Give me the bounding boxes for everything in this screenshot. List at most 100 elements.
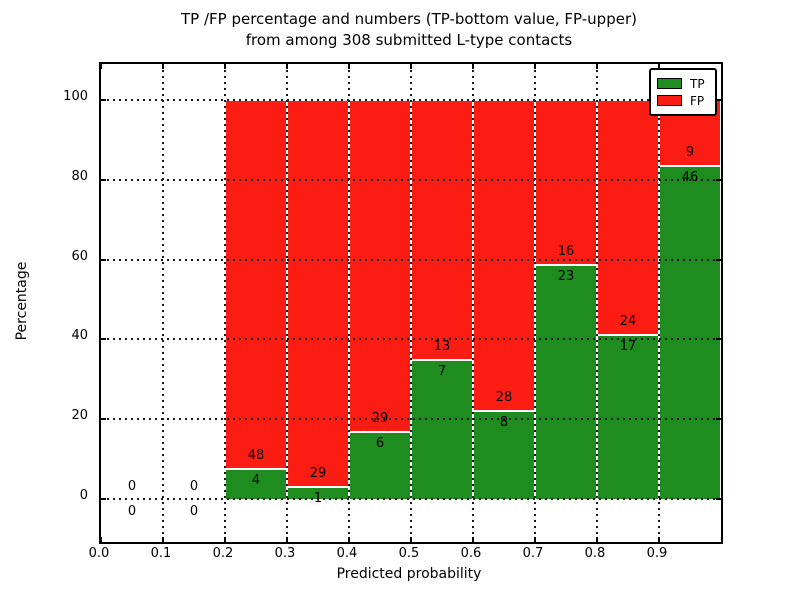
bar-tp-segment [598,334,658,499]
x-tick [534,537,536,542]
y-gridline [410,64,412,542]
y-tick [101,338,106,340]
bar [473,100,535,499]
x-tick [472,537,474,542]
y-tick [101,179,106,181]
bar-tp-segment [288,486,348,499]
bar [597,100,659,499]
x-tick-label: 0.3 [274,546,296,561]
x-tick-top [658,64,660,69]
x-tick [286,537,288,542]
x-gridline [101,259,721,261]
x-tick-label: 0.9 [646,546,668,561]
fp-count-label: 24 [619,314,637,329]
y-tick-right [716,179,721,181]
x-tick-label: 0.0 [88,546,110,561]
bar [225,100,287,499]
legend-swatch-tp [657,78,682,89]
x-tick [596,537,598,542]
tp-count-label: 46 [681,170,699,185]
y-tick-right [716,338,721,340]
x-tick-top [224,64,226,69]
x-gridline [101,99,721,101]
x-tick [162,537,164,542]
y-tick-label: 60 [71,249,88,264]
x-tick [224,537,226,542]
bar-tp-segment [474,410,534,499]
bar [411,100,473,499]
legend-swatch-fp [657,95,682,106]
legend-label-tp: TP [690,76,705,91]
bar-tp-segment [412,359,472,499]
bar [659,100,721,499]
x-tick [410,537,412,542]
y-gridline [596,64,598,542]
x-tick-label: 0.1 [150,546,172,561]
y-tick-label: 20 [71,408,88,423]
y-tick-right [716,259,721,261]
x-tick-label: 0.5 [398,546,420,561]
y-gridline [472,64,474,542]
x-tick-top [162,64,164,69]
legend-entry-tp: TP [657,75,709,92]
x-gridline [101,498,721,500]
y-tick-label: 80 [71,169,88,184]
x-tick-top [596,64,598,69]
y-tick [101,498,106,500]
fp-count-label: 48 [247,448,265,463]
tp-count-label: 23 [557,269,575,284]
legend-label-fp: FP [690,93,705,108]
bar [535,100,597,499]
y-gridline [286,64,288,542]
fp-count-label: 29 [371,411,389,426]
y-tick-right [716,418,721,420]
x-tick-top [286,64,288,69]
tp-count-label: 0 [127,504,137,519]
bar [287,100,349,499]
x-tick [658,537,660,542]
tp-count-label: 6 [375,436,385,451]
x-gridline [101,179,721,181]
x-tick-label: 0.7 [522,546,544,561]
y-gridline [534,64,536,542]
tp-count-label: 8 [499,415,509,430]
y-tick-label: 100 [63,89,88,104]
fp-count-label: 0 [127,479,137,494]
tp-count-label: 7 [437,364,447,379]
fp-count-label: 13 [433,339,451,354]
x-tick-top [100,64,102,69]
x-tick-top [348,64,350,69]
y-tick-right [716,99,721,101]
plot-area: 0 0 0 0 48 4 29 1 29 6 13 7 28 8 16 23 24 17 9 46 TP FP [99,62,723,544]
y-tick-label: 0 [79,488,88,503]
y-axis-label: Percentage [14,261,30,341]
y-gridline [658,64,660,542]
y-gridline [224,64,226,542]
legend: TP FP [649,68,717,116]
fp-count-label: 28 [495,390,513,405]
bar-tp-segment [536,264,596,499]
x-tick-label: 0.4 [336,546,358,561]
y-tick [101,418,106,420]
x-gridline [101,418,721,420]
chart-title-line2: from among 308 submitted L-type contacts [245,31,573,49]
fp-count-label: 29 [309,466,327,481]
y-tick [101,259,106,261]
y-gridline [348,64,350,542]
x-tick [100,537,102,542]
y-tick-right [716,498,721,500]
bar-tp-segment [350,431,410,499]
tp-count-label: 0 [189,504,199,519]
fp-count-label: 0 [189,479,199,494]
x-tick-top [410,64,412,69]
chart-title-line1: TP /FP percentage and numbers (TP-bottom… [181,10,637,28]
bar-tp-segment [660,165,720,499]
fp-count-label: 16 [557,244,575,259]
x-tick [348,537,350,542]
x-tick-top [534,64,536,69]
y-tick-label: 40 [71,328,88,343]
bar-tp-segment [226,468,286,499]
x-tick-label: 0.2 [212,546,234,561]
x-axis-label: Predicted probability [336,566,482,582]
